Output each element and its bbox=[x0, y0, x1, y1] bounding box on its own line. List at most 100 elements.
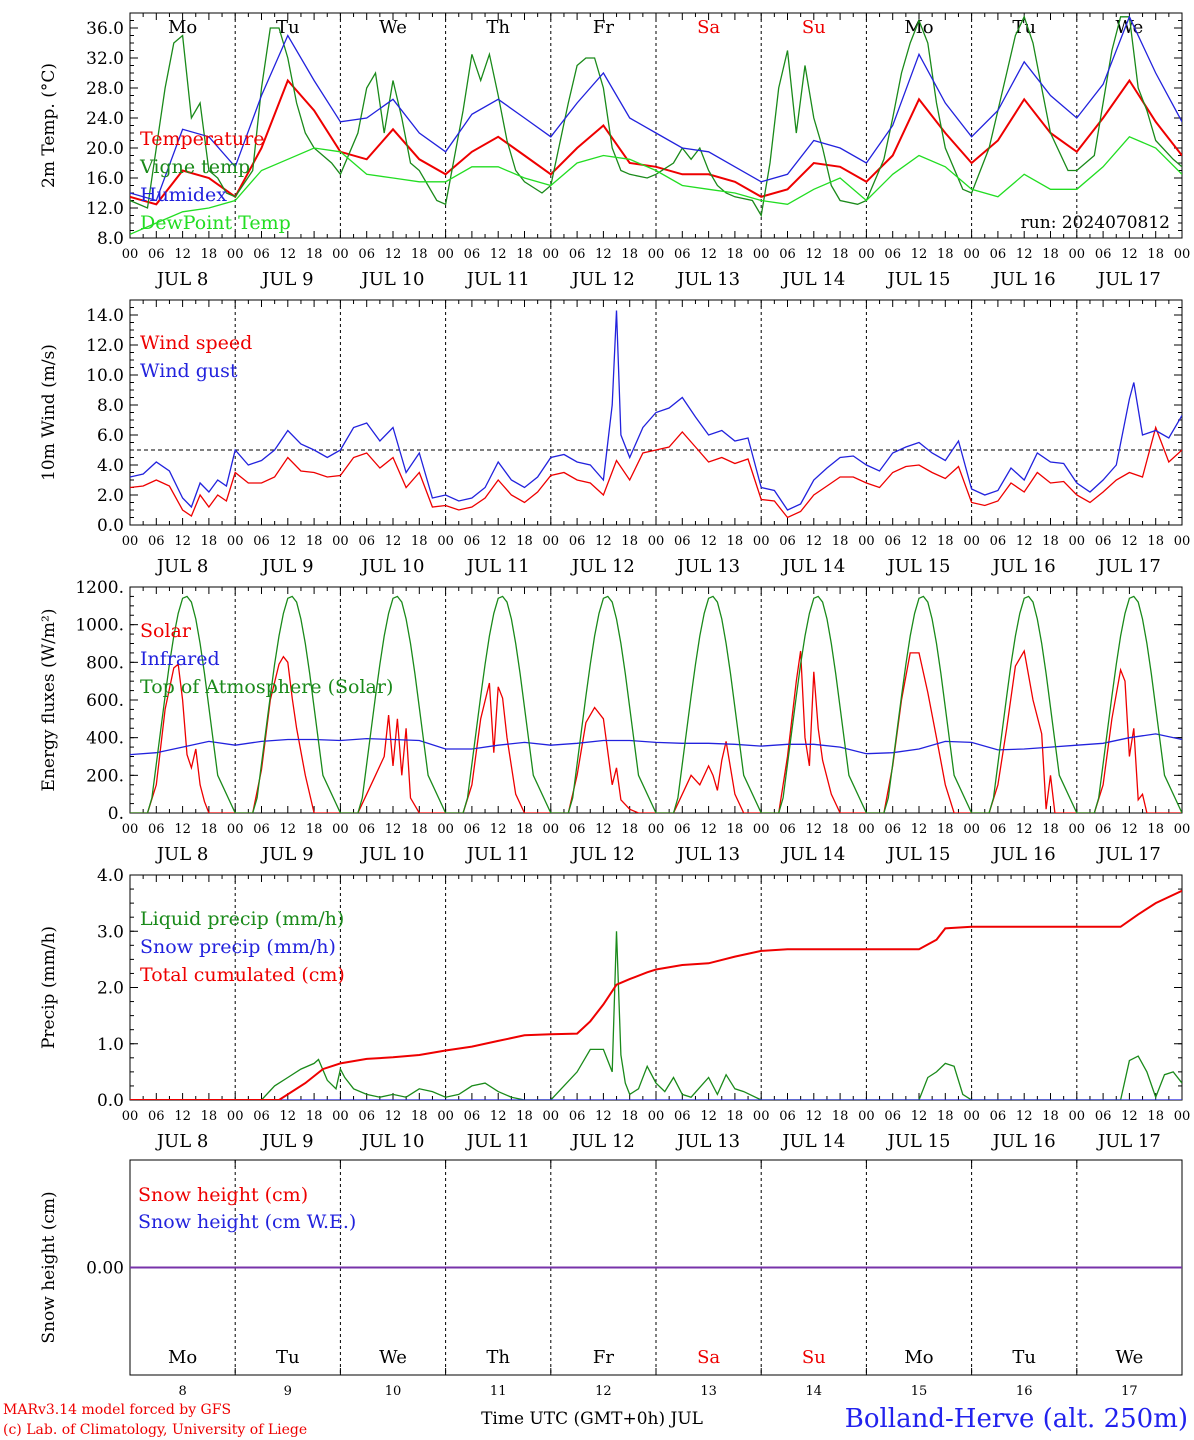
hour-tick-label: 12 bbox=[700, 1109, 717, 1124]
weekday-label: Tu bbox=[276, 1347, 300, 1368]
hour-tick-label: 00 bbox=[332, 1109, 349, 1124]
hour-tick-label: 06 bbox=[464, 534, 481, 549]
hour-tick-label: 18 bbox=[1042, 534, 1059, 549]
date-label: JUL 11 bbox=[465, 556, 530, 577]
weekday-label: Mo bbox=[904, 1347, 933, 1368]
hour-tick-label: 06 bbox=[148, 1109, 165, 1124]
weekday-label: Mo bbox=[904, 17, 933, 38]
chart-panel-1: 8.0 12.0 16.0 20.0 24.0 28.0 32.0 36.0 2m Temp. … bbox=[39, 12, 1190, 290]
hour-tick-label: 18 bbox=[306, 534, 323, 549]
day-number-label: 9 bbox=[284, 1384, 292, 1399]
hour-tick-label: 12 bbox=[700, 534, 717, 549]
hour-tick-label: 06 bbox=[148, 534, 165, 549]
y-tick-label: 600. bbox=[86, 691, 124, 711]
hour-tick-label: 12 bbox=[1016, 534, 1033, 549]
legend-entry: Infrared bbox=[140, 648, 220, 670]
y-tick-label: 6.0 bbox=[97, 426, 124, 446]
hour-tick-label: 12 bbox=[806, 534, 823, 549]
date-label: JUL 10 bbox=[360, 269, 425, 290]
hour-tick-label: 18 bbox=[832, 534, 849, 549]
hour-tick-label: 00 bbox=[122, 247, 139, 262]
hour-tick-label: 06 bbox=[253, 534, 270, 549]
model-credit: MARv3.14 model forced by GFS bbox=[3, 1402, 231, 1418]
hour-tick-label: 06 bbox=[569, 822, 586, 837]
hour-tick-label: 06 bbox=[464, 247, 481, 262]
y-tick-label: 28.0 bbox=[86, 79, 124, 99]
lab-credit: (c) Lab. of Climatology, University of L… bbox=[3, 1422, 307, 1438]
hour-tick-label: 00 bbox=[963, 534, 980, 549]
hour-tick-label: 12 bbox=[700, 822, 717, 837]
hour-tick-label: 12 bbox=[911, 247, 928, 262]
y-tick-label: 0.0 bbox=[97, 516, 124, 536]
series-line-3 bbox=[130, 889, 1182, 1100]
chart-panel-2: 0.0 2.0 4.0 6.0 8.0 10.0 12.0 14.0 10m Wind (m/s… bbox=[39, 299, 1190, 577]
legend-entry: Wind gust bbox=[140, 360, 238, 382]
hour-tick-label: 06 bbox=[674, 534, 691, 549]
hour-tick-label: 00 bbox=[963, 1109, 980, 1124]
y-tick-label: 32.0 bbox=[86, 49, 124, 69]
hour-tick-label: 18 bbox=[306, 822, 323, 837]
y-tick-label: 20.0 bbox=[86, 139, 124, 159]
hour-tick-label: 18 bbox=[516, 1109, 533, 1124]
weekday-label: Tu bbox=[276, 17, 300, 38]
hour-tick-label: 12 bbox=[911, 822, 928, 837]
hour-tick-label: 12 bbox=[490, 534, 507, 549]
series-line-2 bbox=[130, 15, 1182, 218]
hour-tick-label: 12 bbox=[595, 822, 612, 837]
hour-tick-label: 18 bbox=[411, 1109, 428, 1124]
hour-tick-label: 12 bbox=[1016, 1109, 1033, 1124]
hour-tick-label: 06 bbox=[779, 534, 796, 549]
hour-tick-label: 18 bbox=[727, 1109, 744, 1124]
date-label: JUL 10 bbox=[360, 556, 425, 577]
weekday-label: We bbox=[379, 1347, 407, 1368]
weekday-label: Su bbox=[802, 17, 826, 38]
weekday-label: Su bbox=[802, 1347, 826, 1368]
run-label: run: 2024070812 bbox=[1021, 213, 1170, 233]
y-tick-label: 12.0 bbox=[86, 199, 124, 219]
plot-frame bbox=[129, 12, 1183, 239]
date-label: JUL 16 bbox=[991, 844, 1056, 865]
hour-tick-label: 12 bbox=[280, 247, 297, 262]
hour-tick-label: 12 bbox=[280, 534, 297, 549]
hour-tick-label: 06 bbox=[990, 1109, 1007, 1124]
y-tick-label: 8.0 bbox=[97, 396, 124, 416]
hour-tick-label: 12 bbox=[1121, 822, 1138, 837]
day-number-label: 16 bbox=[1016, 1384, 1033, 1399]
y-tick-label: 24.0 bbox=[86, 109, 124, 129]
date-label: JUL 17 bbox=[1096, 1131, 1161, 1152]
y-tick-label: 2.0 bbox=[97, 979, 124, 999]
hour-tick-label: 18 bbox=[832, 1109, 849, 1124]
date-label: JUL 16 bbox=[991, 1131, 1056, 1152]
weekday-label: Sa bbox=[697, 17, 720, 38]
y-tick-label: 1000. bbox=[75, 616, 124, 636]
hour-tick-label: 06 bbox=[779, 247, 796, 262]
date-label: JUL 10 bbox=[360, 844, 425, 865]
hour-tick-label: 18 bbox=[1042, 822, 1059, 837]
hour-tick-label: 06 bbox=[884, 1109, 901, 1124]
hour-tick-label: 06 bbox=[674, 247, 691, 262]
hour-tick-label: 18 bbox=[1042, 1109, 1059, 1124]
date-label: JUL 11 bbox=[465, 1131, 530, 1152]
legend-entry: Snow height (cm W.E.) bbox=[138, 1211, 356, 1233]
date-label: JUL 12 bbox=[570, 1131, 635, 1152]
date-label: JUL 8 bbox=[155, 269, 209, 290]
date-label: JUL 8 bbox=[155, 1131, 209, 1152]
hour-tick-label: 00 bbox=[543, 1109, 560, 1124]
hour-tick-label: 00 bbox=[858, 247, 875, 262]
series-line-2 bbox=[130, 310, 1182, 511]
hour-tick-label: 00 bbox=[648, 822, 665, 837]
y-axis-label: 10m Wind (m/s) bbox=[39, 344, 59, 481]
hour-tick-label: 00 bbox=[753, 1109, 770, 1124]
legend-entry: Humidex bbox=[140, 184, 227, 206]
date-label: JUL 14 bbox=[780, 844, 845, 865]
hour-tick-label: 18 bbox=[411, 534, 428, 549]
y-tick-label: 3.0 bbox=[97, 922, 124, 942]
y-tick-label: 12.0 bbox=[86, 336, 124, 356]
hour-tick-label: 12 bbox=[490, 822, 507, 837]
hour-tick-label: 00 bbox=[963, 822, 980, 837]
hour-tick-label: 00 bbox=[858, 1109, 875, 1124]
hour-tick-label: 12 bbox=[806, 822, 823, 837]
chart-panel-3: 0. 200. 400. 600. 800. 1000. 1200. Energy fluxe… bbox=[39, 578, 1190, 865]
date-label: JUL 14 bbox=[780, 556, 845, 577]
weekday-label: Mo bbox=[168, 17, 197, 38]
